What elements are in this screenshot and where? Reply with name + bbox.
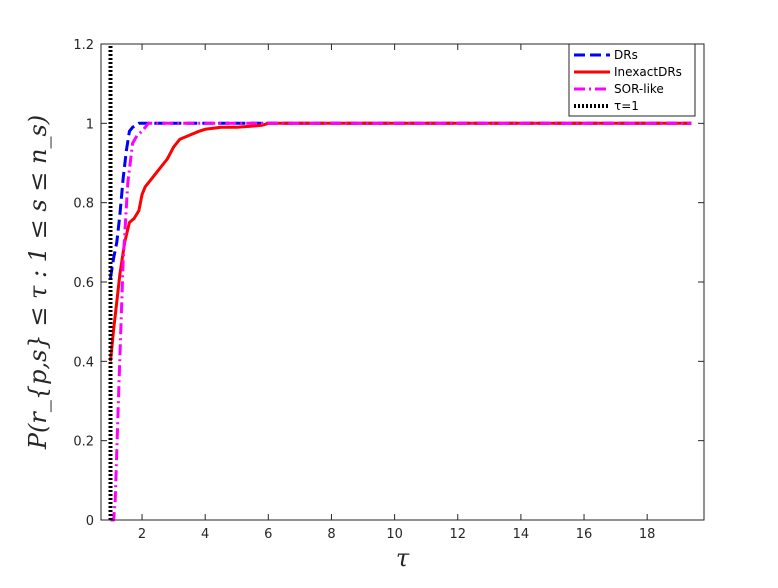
x-tick-label: 10	[386, 527, 403, 542]
y-tick-label: 0.4	[73, 355, 94, 370]
x-tick-label: 12	[449, 527, 466, 542]
legend: DRs InexactDRs SOR-like τ=1	[568, 43, 696, 117]
legend-items: DRs InexactDRs SOR-like τ=1	[574, 48, 682, 113]
x-axis-label: τ	[396, 544, 410, 572]
x-tick-label: 6	[264, 527, 272, 542]
axis-ticks-layer: 2 4 6 8 10 12 14 16 18 0 0.2 0.4 0.6 0.8 1 1.2	[73, 38, 704, 542]
x-tick-label: 4	[201, 527, 209, 542]
legend-label-3: τ=1	[614, 99, 639, 113]
y-tick-label: 0.2	[73, 435, 94, 450]
x-tick-label: 14	[513, 527, 530, 542]
y-tick-label: 1	[86, 117, 94, 132]
x-tick-label: 2	[138, 527, 146, 542]
y-tick-label: 0.8	[73, 197, 94, 212]
data-series-layer	[108, 44, 692, 522]
series-line-2	[110, 121, 692, 522]
y-axis-label: P(r_{p,s} ≤ τ : 1 ≤ s ≤ n_s)	[24, 115, 52, 450]
x-tick-label: 16	[576, 527, 593, 542]
x-tick-label: 18	[639, 527, 656, 542]
legend-label-1: InexactDRs	[614, 65, 682, 79]
y-tick-label: 0.6	[73, 276, 94, 291]
y-tick-label: 0	[86, 514, 94, 529]
y-tick-label: 1.2	[73, 38, 94, 53]
x-tick-label: 8	[327, 527, 335, 542]
series-line-0	[109, 121, 692, 279]
legend-label-0: DRs	[614, 48, 638, 62]
legend-label-2: SOR-like	[614, 82, 664, 96]
